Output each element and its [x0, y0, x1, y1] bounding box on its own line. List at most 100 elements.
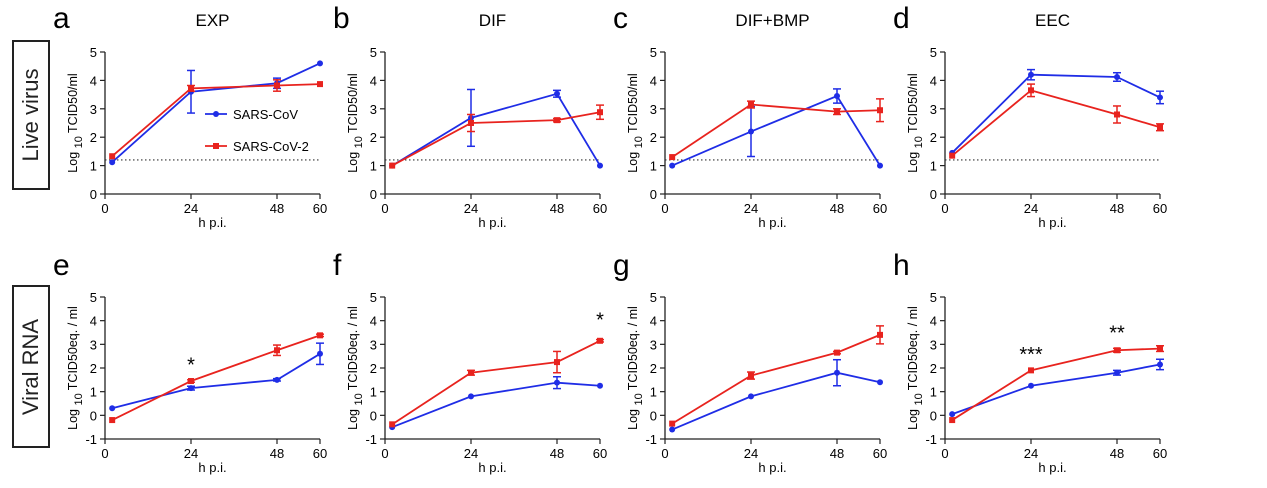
- x-tick-label-c: 48: [830, 201, 844, 216]
- x-tick-label-h: 48: [1110, 446, 1124, 461]
- panel-letter-h: h: [893, 249, 910, 282]
- x-tick-label-f: 24: [464, 446, 478, 461]
- series-line-sars-cov-d: [951, 73, 1161, 154]
- panel-h: h -1 0 1 2 3 4 5 0 24 48 60 h p.i. Log 10 TCID50eq. /…: [893, 249, 1167, 475]
- data-point-sars-cov-2-h: [1157, 345, 1163, 352]
- y-tick-label-h: 1: [930, 385, 937, 400]
- panel-d: d EEC 0 1 2 3 4 5 0 24 48 60 h p.i. Log 10 TCID50/ml: [893, 2, 1167, 230]
- y-tick-label-f: 1: [370, 385, 377, 400]
- data-point-sars-cov-h: [1028, 382, 1034, 389]
- y-tick-label-h: 3: [930, 337, 937, 352]
- panel-letter-f: f: [333, 249, 342, 282]
- y-axis-label-sub-b: 10: [353, 133, 365, 148]
- y-axis-label-sub-h: 10: [913, 390, 925, 405]
- data-point-sars-cov-2-e: [188, 378, 194, 385]
- y-axis-label-log-c: Log: [626, 148, 640, 172]
- y-axis-label-main-c: TCID50/ml: [626, 73, 640, 133]
- x-tick-label-d: 48: [1110, 201, 1124, 216]
- x-tick-label-c: 60: [873, 201, 887, 216]
- data-point-sars-cov-g: [877, 379, 883, 386]
- y-axis-label-g: Log 10 TCID50eq. / ml: [626, 306, 645, 430]
- data-point-sars-cov-2-g: [748, 372, 754, 379]
- data-point-sars-cov-d: [1157, 94, 1163, 101]
- x-tick-label-d: 24: [1024, 201, 1038, 216]
- y-tick-label-f: 5: [370, 290, 377, 305]
- y-tick-label-c: 4: [650, 73, 657, 88]
- y-axis-label-sub-g: 10: [633, 390, 645, 405]
- panel-letter-e: e: [53, 249, 70, 282]
- panel-letter-g: g: [613, 249, 630, 282]
- data-point-sars-cov-2-h: [1114, 347, 1120, 354]
- y-axis-label-log-g: Log: [626, 406, 640, 430]
- y-tick-label-b: 1: [370, 159, 377, 174]
- panel-letter-b: b: [333, 2, 350, 35]
- y-tick-label-e: 0: [90, 408, 97, 423]
- y-tick-label-c: 5: [650, 45, 657, 60]
- x-tick-label-b: 0: [381, 201, 388, 216]
- significance-marker-h: **: [1109, 323, 1125, 345]
- x-tick-label-a: 0: [101, 201, 108, 216]
- y-tick-label-a: 0: [90, 187, 97, 202]
- x-tick-label-f: 60: [593, 446, 607, 461]
- data-point-sars-cov-c: [877, 162, 883, 169]
- y-tick-label-f: 2: [370, 361, 377, 376]
- y-tick-label-d: 5: [930, 45, 937, 60]
- x-axis-label-e: h p.i.: [198, 460, 226, 475]
- y-tick-label-a: 5: [90, 45, 97, 60]
- data-point-sars-cov-2-b: [389, 162, 396, 169]
- data-point-sars-cov-2-e: [317, 332, 323, 339]
- panel-f: f -1 0 1 2 3 4 5 0 24 48 60 h p.i. Log 10 TCID50eq. /…: [333, 249, 607, 475]
- y-axis-label-sub-c: 10: [633, 133, 645, 148]
- data-point-sars-cov-2-a: [188, 85, 194, 92]
- y-tick-label-f: 0: [370, 408, 377, 423]
- data-point-sars-cov-2-b: [554, 117, 560, 124]
- panel-a: a EXP 0 1 2 3 4 5 0 24 48 60 h p.i. Log 10 TCID50/ml S…: [53, 2, 327, 230]
- y-tick-label-h: 4: [930, 314, 937, 329]
- y-tick-label-d: 1: [930, 159, 937, 174]
- data-point-sars-cov-h: [1114, 369, 1120, 376]
- data-point-sars-cov-e: [188, 385, 194, 392]
- x-tick-label-h: 60: [1153, 446, 1167, 461]
- y-tick-label-d: 0: [930, 187, 937, 202]
- x-tick-label-f: 0: [381, 446, 388, 461]
- series-line-sars-cov-e: [111, 353, 321, 410]
- series-line-sars-cov-2-a: [111, 83, 321, 157]
- y-tick-label-f: 3: [370, 337, 377, 352]
- data-point-sars-cov-2-a: [109, 153, 116, 160]
- x-tick-label-g: 0: [661, 446, 668, 461]
- series-line-sars-cov-g: [671, 371, 881, 431]
- y-tick-label-e: 3: [90, 337, 97, 352]
- data-point-sars-cov-f: [468, 393, 474, 400]
- y-tick-label-h: -1: [925, 432, 937, 447]
- panel-g: g -1 0 1 2 3 4 5 0 24 48 60 h p.i. Log 10 TCID50eq. /…: [613, 249, 887, 475]
- data-point-sars-cov-2-h: [949, 417, 956, 424]
- series-line-sars-cov-2-f: [391, 339, 601, 426]
- data-point-sars-cov-b: [597, 162, 603, 169]
- data-point-sars-cov-2-f: [389, 421, 396, 428]
- y-tick-label-a: 3: [90, 102, 97, 117]
- y-axis-label-log-a: Log: [66, 148, 80, 172]
- y-tick-label-e: -1: [85, 432, 97, 447]
- series-line-sars-cov-2-g: [671, 334, 881, 425]
- data-point-sars-cov-h: [1157, 361, 1163, 368]
- data-point-sars-cov-g: [834, 369, 840, 376]
- y-tick-label-a: 4: [90, 73, 97, 88]
- x-tick-label-c: 24: [744, 201, 758, 216]
- x-axis-label-g: h p.i.: [758, 460, 786, 475]
- panel-title-a: EXP: [195, 11, 229, 30]
- y-tick-label-g: 1: [650, 385, 657, 400]
- y-tick-label-c: 1: [650, 159, 657, 174]
- data-point-sars-cov-b: [554, 90, 560, 97]
- panel-e: e -1 0 1 2 3 4 5 0 24 48 60 h p.i. Log 10 TCID50eq. /…: [53, 249, 327, 475]
- y-tick-label-b: 3: [370, 102, 377, 117]
- legend-label-a: SARS-CoV: [233, 107, 298, 122]
- y-tick-label-c: 0: [650, 187, 657, 202]
- panel-letter-d: d: [893, 2, 910, 35]
- data-point-sars-cov-2-e: [274, 347, 280, 354]
- x-tick-label-e: 60: [313, 446, 327, 461]
- x-tick-label-b: 48: [550, 201, 564, 216]
- x-tick-label-g: 24: [744, 446, 758, 461]
- data-point-sars-cov-a: [109, 159, 116, 166]
- x-tick-label-e: 24: [184, 446, 198, 461]
